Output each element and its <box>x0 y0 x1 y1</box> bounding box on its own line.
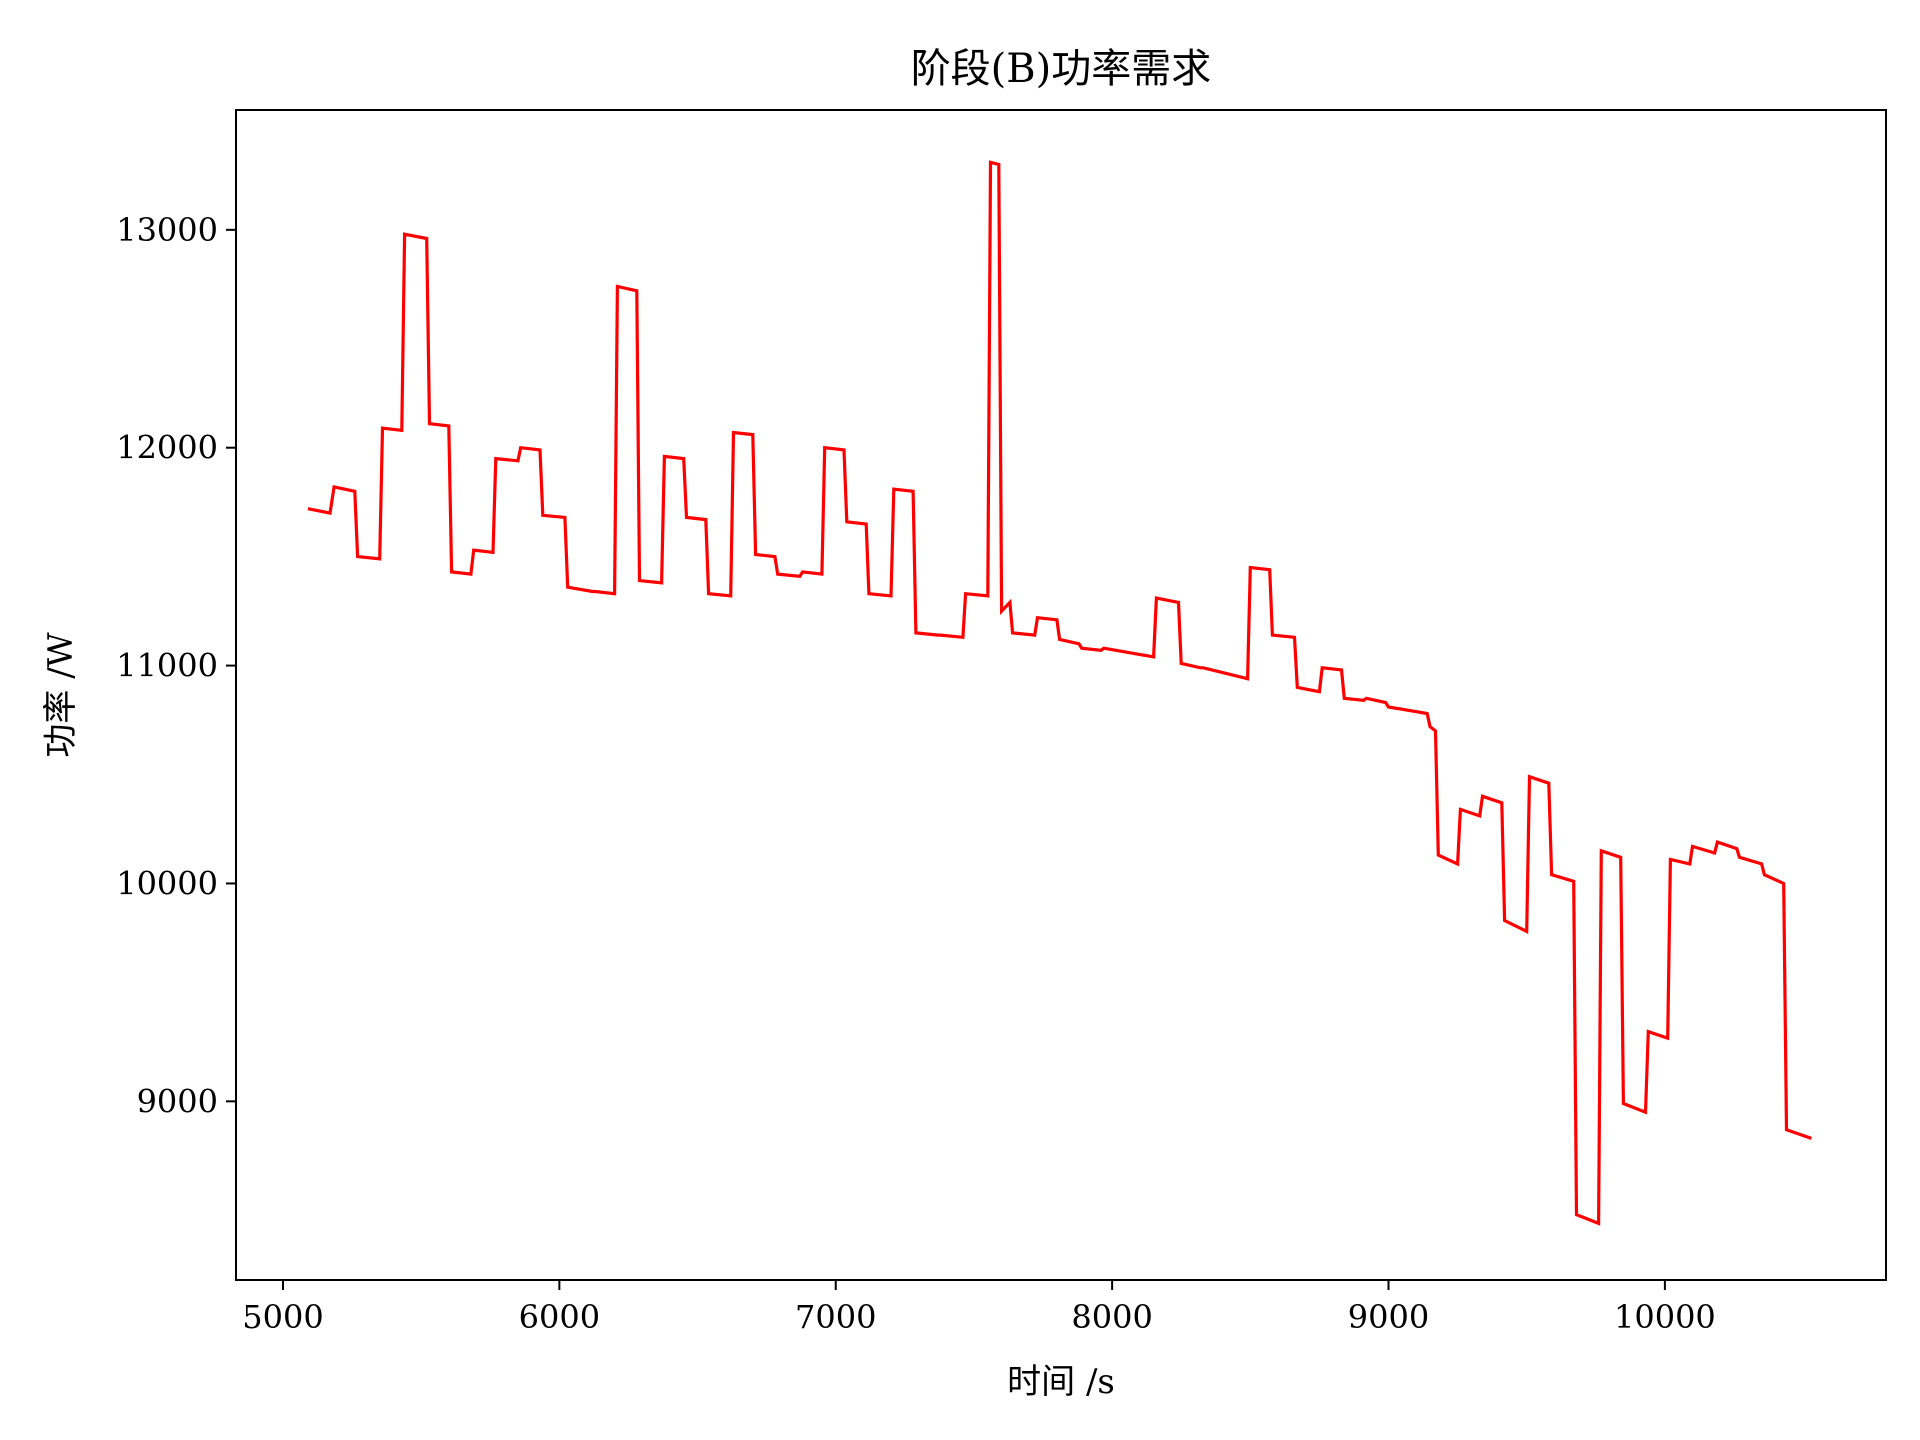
chart-title: 阶段(B)功率需求 <box>911 46 1212 92</box>
x-axis: 5000 6000 7000 8000 9000 10000 <box>242 1280 1716 1336</box>
x-tick-label: 7000 <box>795 1298 876 1336</box>
y-axis: 9000 10000 11000 12000 13000 <box>116 211 236 1120</box>
y-tick-label: 10000 <box>116 864 218 902</box>
y-tick-label: 9000 <box>137 1082 218 1120</box>
y-tick-label: 12000 <box>116 429 218 467</box>
series-line-0 <box>307 160 1812 1226</box>
x-axis-title: 时间 /s <box>1007 1362 1115 1402</box>
x-tick-label: 5000 <box>242 1298 323 1336</box>
y-tick-label: 11000 <box>116 647 218 685</box>
y-tick-label: 13000 <box>116 211 218 249</box>
x-tick-label: 8000 <box>1071 1298 1152 1336</box>
y-axis-title: 功率 /W <box>41 632 81 757</box>
plot-area <box>307 160 1812 1226</box>
x-tick-label: 9000 <box>1348 1298 1429 1336</box>
x-tick-label: 10000 <box>1614 1298 1716 1336</box>
x-tick-label: 6000 <box>519 1298 600 1336</box>
axes-frame <box>235 109 1887 1281</box>
